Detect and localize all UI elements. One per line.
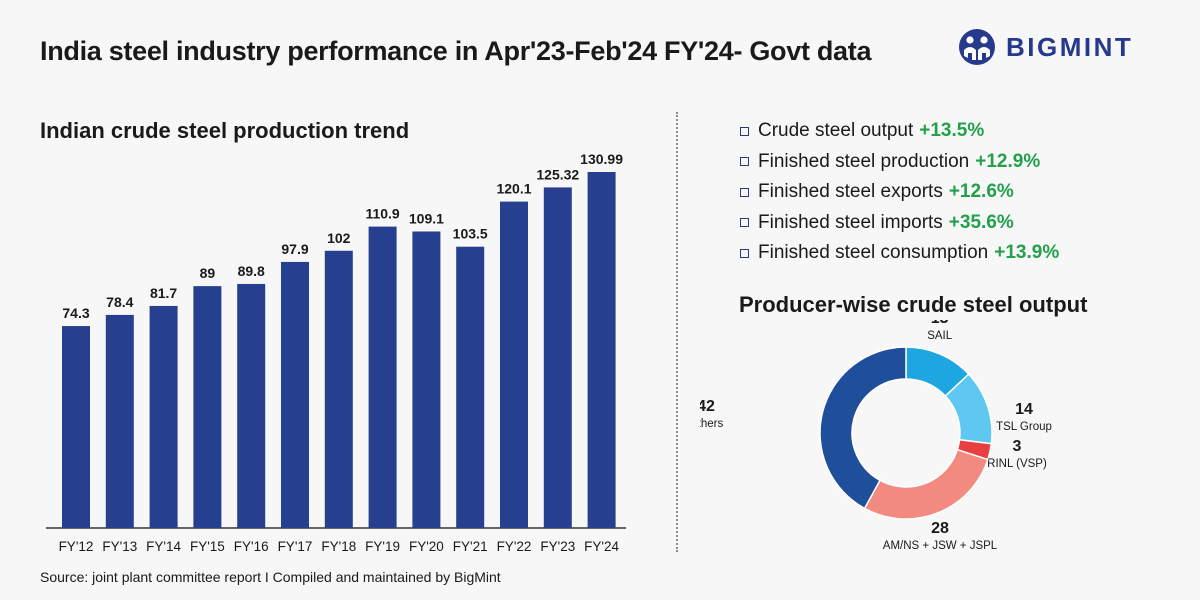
bar-value-label: 89.8 — [238, 263, 265, 279]
stat-label: Finished steel imports — [758, 211, 943, 233]
slice-value-label: 28 — [931, 520, 949, 537]
bar — [237, 283, 266, 528]
bar-value-label: 102 — [327, 230, 351, 246]
stat-value: +12.6% — [948, 181, 1014, 203]
stat-item: Finished steel consumption +13.9% — [740, 238, 1059, 269]
x-tick-label: FY'16 — [234, 539, 269, 554]
brand-name: BIGMINT — [1006, 31, 1134, 62]
main-title: India steel industry performance in Apr'… — [40, 36, 872, 66]
stat-label: Finished steel production — [758, 150, 970, 172]
bullet-square-icon — [740, 126, 749, 136]
bar-value-label: 81.7 — [150, 285, 177, 301]
bar — [500, 201, 528, 529]
bar-chart: 74.3 FY'12 78.4 FY'13 81.7 FY'14 89 FY'15 89.8 FY… — [46, 151, 626, 554]
x-tick-label: FY'12 — [59, 539, 94, 554]
stat-item: Finished steel exports +12.6% — [740, 177, 1059, 208]
donut-chart-title: Producer-wise crude steel output — [739, 292, 1088, 317]
stat-item: Finished steel production +12.9% — [740, 147, 1059, 178]
bigmint-people-logo-icon — [959, 29, 995, 65]
bar — [149, 305, 178, 528]
donut-chart: 13 SAIL 14 TSL Group 3 RINL (VSP) 28 AM/NS + JS… — [700, 320, 1052, 552]
slice-name-label: AM/NS + JSW + JSPL — [883, 540, 998, 552]
bar-value-label: 103.5 — [453, 226, 488, 242]
stats-list: Crude steel output +13.5% Finished steel… — [740, 116, 1059, 269]
x-tick-label: FY'13 — [102, 539, 137, 554]
brand-logo[interactable]: BIGMINT — [958, 28, 1133, 66]
section-divider — [676, 112, 678, 552]
bar-value-label: 109.1 — [409, 210, 444, 226]
bullet-square-icon — [740, 248, 749, 258]
donut-slice — [819, 346, 907, 510]
bar — [587, 172, 616, 528]
x-tick-label: FY'20 — [409, 539, 444, 554]
bar — [193, 286, 222, 528]
bar — [368, 226, 397, 528]
stat-value: +12.9% — [975, 150, 1041, 172]
bar — [412, 231, 441, 528]
bar-value-label: 125.32 — [536, 166, 579, 182]
stat-value: +35.6% — [948, 211, 1014, 233]
stat-label: Finished steel exports — [758, 181, 943, 203]
bar-chart-title: Indian crude steel production trend — [40, 118, 410, 143]
bar — [105, 314, 134, 528]
bullet-square-icon — [740, 218, 749, 228]
x-tick-label: FY'15 — [190, 539, 225, 554]
bar — [324, 250, 353, 528]
stat-value: +13.9% — [994, 242, 1060, 264]
slice-name-label: SAIL — [927, 330, 953, 342]
bullet-square-icon — [740, 157, 749, 167]
x-tick-label: FY'23 — [540, 539, 575, 554]
bar — [281, 261, 309, 528]
slice-value-label: 3 — [1013, 438, 1022, 455]
stat-value: +13.5% — [919, 120, 985, 142]
x-tick-label: FY'21 — [453, 539, 488, 554]
source-note: Source: joint plant committee report I C… — [40, 569, 501, 585]
x-tick-label: FY'17 — [278, 539, 313, 554]
x-tick-label: FY'24 — [584, 539, 619, 554]
bar-value-label: 130.99 — [580, 151, 623, 167]
x-tick-label: FY'19 — [365, 539, 400, 554]
bar-value-label: 110.9 — [365, 206, 399, 222]
slice-name-label: Others — [700, 418, 724, 430]
stat-label: Finished steel consumption — [758, 242, 989, 264]
bar-value-label: 120.1 — [496, 181, 531, 197]
slice-name-label: RINL (VSP) — [987, 458, 1047, 470]
bar-value-label: 89 — [200, 265, 216, 281]
bar-value-label: 78.4 — [106, 294, 133, 310]
slice-name-label: TSL Group — [996, 421, 1052, 433]
x-tick-label: FY'22 — [497, 539, 532, 554]
bar — [543, 187, 572, 528]
bullet-square-icon — [740, 187, 749, 197]
slice-value-label: 42 — [700, 398, 715, 415]
bar-value-label: 74.3 — [62, 305, 89, 321]
bar-value-label: 97.9 — [281, 241, 308, 257]
bar — [456, 246, 485, 528]
x-tick-label: FY'18 — [321, 539, 356, 554]
x-tick-label: FY'14 — [146, 539, 181, 554]
donut-slice — [863, 448, 989, 520]
bar — [62, 326, 90, 528]
stat-label: Crude steel output — [758, 120, 914, 142]
stat-item: Finished steel imports +35.6% — [740, 208, 1059, 239]
slice-value-label: 14 — [1015, 401, 1033, 418]
stat-item: Crude steel output +13.5% — [740, 116, 1059, 147]
slice-value-label: 13 — [931, 320, 949, 327]
